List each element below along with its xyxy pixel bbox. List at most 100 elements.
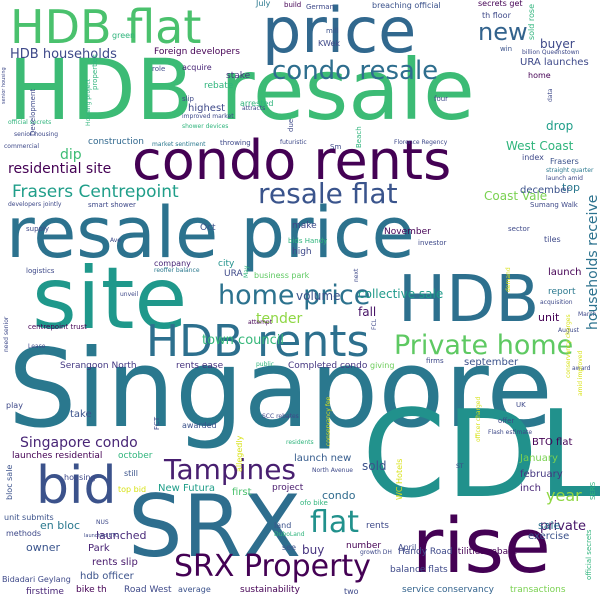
word-centrepoint-trust: centrepoint trust <box>28 323 87 331</box>
word-mill: mill <box>326 27 339 35</box>
word-logistics: logistics <box>26 267 55 275</box>
word-transactions: transactions <box>510 585 566 595</box>
word-unit: unit <box>538 311 560 324</box>
word-road-west: Road West <box>124 585 172 595</box>
word-august: August <box>558 327 579 334</box>
word-oct: Oct <box>200 223 216 233</box>
word-hdb-resale: HDB resale <box>8 41 475 139</box>
word-bids-handy: bids Handy <box>288 237 328 245</box>
word-role: role <box>152 65 166 73</box>
word-resale-flat: resale flat <box>258 177 398 210</box>
word-ura-launches: URA launches <box>520 57 589 68</box>
word-duboland: DuboLand <box>274 531 305 538</box>
word-foreign-developers: Foreign developers <box>154 47 240 57</box>
word-srx-property: SRX Property <box>174 549 371 584</box>
word-collective-sale: collective sale <box>358 287 444 301</box>
word-wc-hotels: allegedly <box>235 435 244 472</box>
word-september: september <box>464 357 519 368</box>
word-fcl: WC Hotels <box>395 458 404 500</box>
word-methods: methods <box>6 529 42 538</box>
word-unveil: unveil <box>120 291 139 298</box>
word-hdb: HDB <box>398 263 540 337</box>
word-rise: rise <box>412 501 551 590</box>
word-tiles: tiles <box>544 235 561 244</box>
word-february: february <box>520 469 563 480</box>
word-launch-amid: launch amid <box>546 175 583 182</box>
word-sumang-walk: Sumang Walk <box>530 201 578 209</box>
word-scc-rebates: SCC rebates <box>262 413 299 420</box>
word-unit-submits: unit submits <box>4 513 54 522</box>
word-senior-housing: need senior <box>3 316 10 352</box>
word-en-bloc: en bloc <box>40 519 81 532</box>
word-nus: NUS <box>96 519 109 526</box>
word-may: sold rose <box>527 3 536 40</box>
word-site: site <box>32 249 188 349</box>
word-awarded: awarded <box>182 421 217 430</box>
word-top-bid: top bid <box>118 485 147 494</box>
word-home-price: home price <box>218 280 371 311</box>
word-rents-ease: rents ease <box>176 361 224 371</box>
word-beach: Beach <box>355 126 363 148</box>
word-project: project <box>272 483 304 493</box>
word-first: first <box>232 487 252 498</box>
word-high: high <box>292 247 312 257</box>
word-singapore: Singapore <box>8 327 553 452</box>
word-see: see <box>282 543 297 552</box>
word-january: January <box>520 453 558 464</box>
word-next: Development <box>29 88 37 136</box>
word-resale-price: resale price <box>6 192 415 274</box>
word-business-park: business park <box>254 271 310 280</box>
word-fct: FCT <box>153 416 161 430</box>
word-make: make <box>292 221 317 231</box>
word-hdb-officer: hdb officer <box>80 571 134 582</box>
word-buyer: buyer <box>540 37 575 51</box>
word-report: report <box>548 287 576 297</box>
word-ave: Ave <box>110 237 121 244</box>
word-inch: inch <box>520 483 541 494</box>
word-bidadari-geylang: Bidadari Geylang <box>2 575 71 584</box>
word-home: home <box>528 71 551 80</box>
word-kwek: KWek <box>318 39 340 48</box>
word-attracts: attracts <box>242 105 266 112</box>
word-completed-condo: Completed condo <box>288 361 368 371</box>
word-balance-flats: balance flats <box>390 565 448 575</box>
word-sale: sale <box>538 519 561 532</box>
word-land: land <box>274 521 292 530</box>
word-flat: flat <box>310 505 360 540</box>
word-index: index <box>522 153 544 162</box>
word-bedok: FCL <box>371 319 378 330</box>
word-price: price <box>262 0 417 67</box>
word-offer: offer <box>498 417 515 425</box>
word-bike-th: bike th <box>76 585 107 595</box>
word-december: december <box>520 185 571 196</box>
word-flash-estimate: Flash estimate <box>488 429 533 436</box>
word-th-floor: th floor <box>482 11 511 20</box>
word-growth-dh: growth DH <box>360 549 392 556</box>
word-north-avenue: North Avenue <box>312 467 353 474</box>
word-average: average <box>178 585 211 594</box>
word-uk: UK <box>516 401 526 409</box>
word-investor: investor <box>418 239 447 247</box>
word-firsttime: firsttime <box>26 587 64 597</box>
word-demand: data <box>547 88 554 102</box>
word-housing-project: senior housing <box>1 67 7 104</box>
word-utilities-rebate: utilities rebate <box>452 547 518 557</box>
word-number: number <box>346 541 382 551</box>
word-west-coast: West Coast <box>506 139 574 153</box>
word-billion-queenstown: billion Queenstown <box>522 49 580 56</box>
word-bid: bid <box>36 456 117 516</box>
word-july: July <box>256 0 271 8</box>
word-florence-regency: Florence Regency <box>394 139 448 146</box>
word-still: still <box>124 469 138 478</box>
word-stake: stake <box>226 71 251 81</box>
word-build: build <box>284 1 302 9</box>
word-firms: firms <box>426 357 444 365</box>
word-sector: sector <box>508 225 530 233</box>
word-throwing: throwing <box>220 139 251 147</box>
word-fall: fall <box>358 305 377 319</box>
word-serangoon-north: Serangoon North <box>60 361 137 371</box>
word-top: top <box>562 181 581 194</box>
word-private-home: Private home <box>394 330 574 361</box>
word-households-receive: households receive <box>585 194 600 330</box>
